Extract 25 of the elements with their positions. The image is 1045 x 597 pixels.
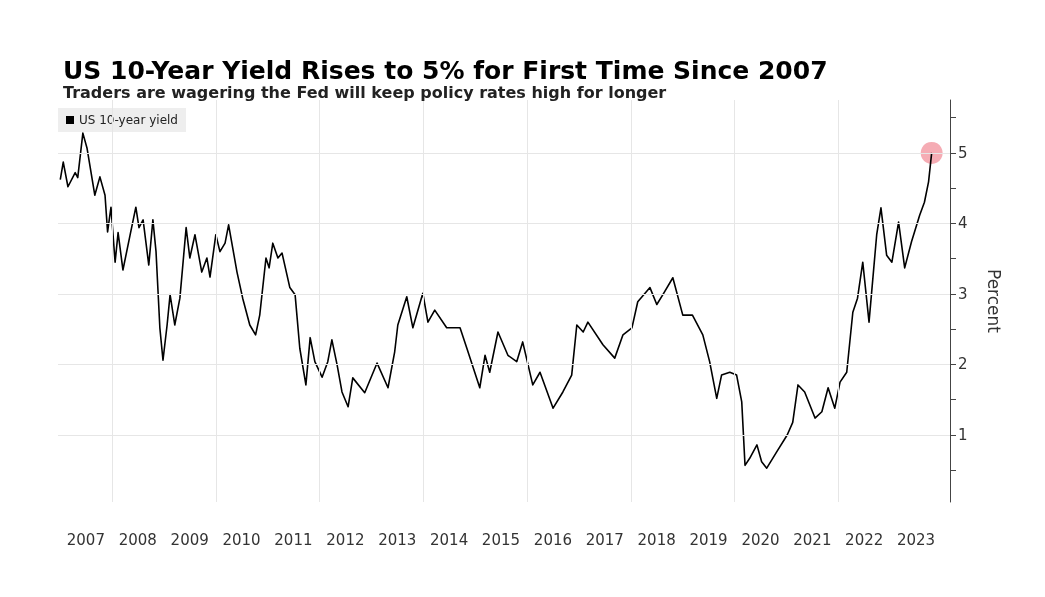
x-tick-label: 2010 xyxy=(222,530,261,549)
x-tick-label: 2009 xyxy=(170,530,209,549)
x-tick-label: 2015 xyxy=(481,530,521,549)
x-tick-label: 2021 xyxy=(793,530,832,549)
x-tick-label: 2019 xyxy=(689,530,728,549)
x-tick-label: 2012 xyxy=(326,530,365,549)
y-tick-label: 4 xyxy=(958,214,968,233)
chart-subtitle: Traders are wagering the Fed will keep policy rates high for longer xyxy=(63,83,667,102)
x-tick-label: 2008 xyxy=(118,530,157,549)
y-tick-label: 2 xyxy=(958,355,968,374)
x-tick-label: 2022 xyxy=(845,530,884,549)
x-tick-label: 2016 xyxy=(533,530,573,549)
y-tick-label: 1 xyxy=(958,426,968,444)
x-tick-label: 2018 xyxy=(637,530,676,549)
x-tick-label: 2007 xyxy=(66,530,105,549)
y-axis-title: Percent xyxy=(983,269,1004,334)
x-tick-label: 2013 xyxy=(378,530,417,549)
chart-title: US 10-Year Yield Rises to 5% for First Time Since 2007 xyxy=(63,56,828,85)
x-tick-label: 2014 xyxy=(430,530,469,549)
y-tick-label: 5 xyxy=(958,143,968,162)
x-tick-label: 2017 xyxy=(585,530,624,549)
x-tick-label: 2023 xyxy=(896,530,936,549)
x-tick-label: 2011 xyxy=(274,530,313,549)
y-tick-label: 3 xyxy=(958,284,968,303)
x-tick-label: 2020 xyxy=(741,530,780,549)
